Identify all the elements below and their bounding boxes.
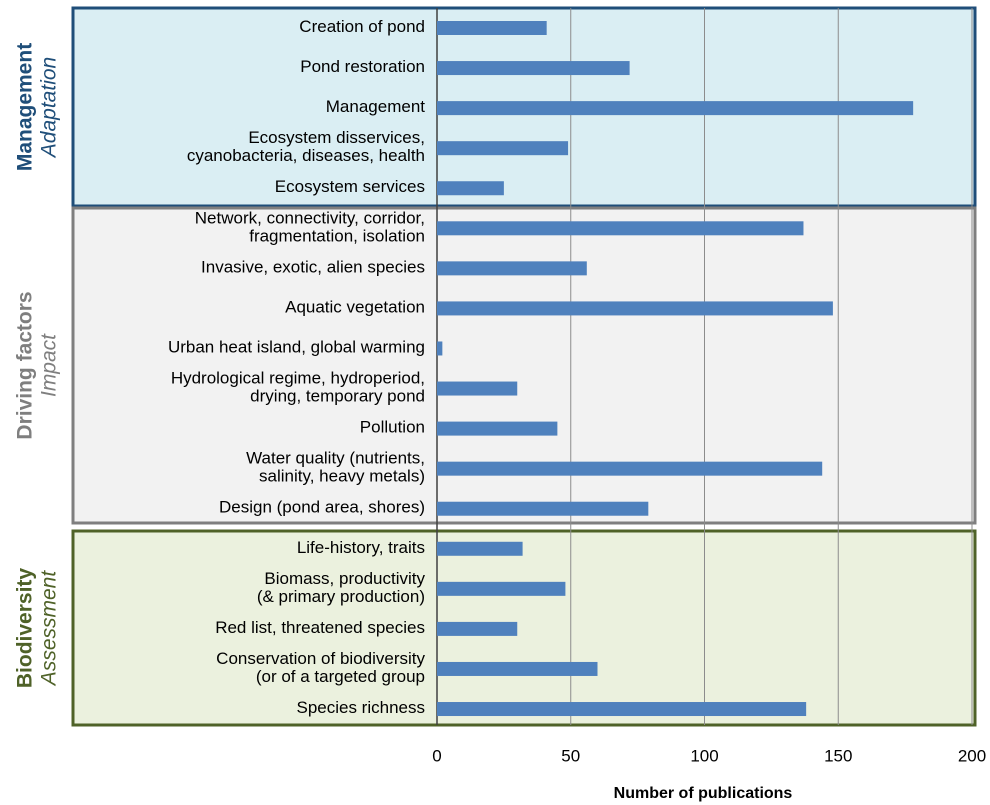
y-tick-label: Conservation of biodiversity (or of a tar…	[216, 649, 425, 686]
bar	[437, 141, 569, 156]
bar	[437, 461, 823, 476]
y-tick-label: Network, connectivity, corridor, fragment…	[195, 209, 425, 246]
y-tick-label: Life-history, traits	[297, 538, 425, 557]
bar	[437, 101, 914, 116]
group-box	[71, 206, 977, 525]
group-title: Driving factors	[14, 291, 37, 439]
x-tick-label: 0	[432, 746, 441, 765]
x-axis-label: Number of publications	[614, 785, 793, 802]
y-tick-label: Ecosystem services	[275, 178, 425, 197]
y-tick-label: Red list, threatened species	[215, 618, 425, 637]
bar	[437, 181, 504, 196]
y-tick-label: Urban heat island, global warming	[168, 338, 425, 357]
bar	[437, 421, 558, 436]
y-tick-label: Water quality (nutrients, salinity, heavy…	[246, 449, 425, 486]
bar	[437, 541, 523, 556]
group-box	[71, 529, 977, 727]
y-tick-label: Aquatic vegetation	[285, 298, 425, 317]
group-subtitle: Adaptation	[38, 57, 61, 159]
bar	[437, 581, 566, 596]
bar	[437, 702, 807, 717]
y-tick-label: Hydrological regime, hydroperiod, drying,…	[171, 369, 425, 406]
x-tick-label: 200	[958, 746, 986, 765]
bar	[437, 661, 598, 676]
bar	[437, 621, 518, 636]
group-subtitle: Impact	[38, 333, 61, 397]
bar	[437, 301, 833, 316]
y-tick-label: Ecosystem disservices, cyanobacteria, dis…	[187, 129, 425, 166]
y-tick-label: Creation of pond	[299, 17, 425, 36]
y-tick-label: Design (pond area, shores)	[219, 498, 425, 517]
y-tick-label: Management	[326, 98, 426, 117]
bar	[437, 341, 443, 356]
y-tick-label: Biomass, productivity (& primary producti…	[257, 569, 426, 606]
bar	[437, 261, 587, 276]
bar	[437, 61, 630, 76]
x-tick-label: 100	[690, 746, 718, 765]
x-tick-label: 50	[561, 746, 580, 765]
x-tick-label: 150	[824, 746, 852, 765]
y-tick-label: Pollution	[360, 418, 425, 437]
group-subtitle: Assessment	[38, 570, 61, 688]
y-tick-label: Invasive, exotic, alien species	[201, 258, 425, 277]
bar	[437, 501, 649, 516]
y-tick-label: Species richness	[296, 699, 425, 718]
bar	[437, 221, 804, 236]
group-title: Biodiversity	[14, 568, 37, 689]
bar	[437, 381, 518, 396]
group-title: Management	[14, 43, 37, 171]
bar	[437, 21, 547, 35]
y-tick-label: Pond restoration	[300, 58, 425, 77]
